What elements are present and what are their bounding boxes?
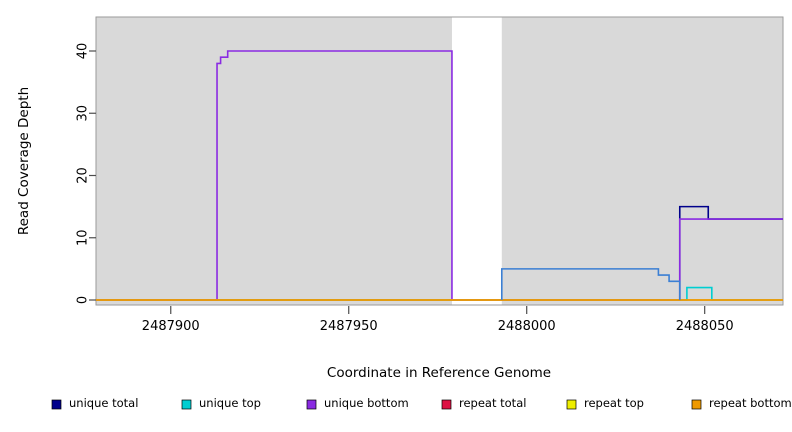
gap-band-group: [451, 17, 502, 305]
x-tick-label-2487900: 2487900: [142, 319, 200, 334]
y-tick-label-0: 0: [76, 296, 91, 304]
y-tick-label-30: 30: [76, 105, 91, 122]
y-axis: 0 10 20 30 40: [76, 43, 96, 304]
chart-legend: unique total unique top unique bottom repea…: [51, 396, 792, 410]
x-axis: 2487900 2487950 2488000 2488050: [142, 306, 734, 334]
plot-background: [96, 17, 783, 305]
legend-label-unique-top: unique top: [199, 396, 261, 410]
series-unique-total-left-depth-shoulder-: [500, 268, 681, 300]
x-tick-label-2488050: 2488050: [676, 319, 734, 334]
legend-swatch-unique-total: [51, 399, 62, 410]
plot-frame: [95, 16, 784, 306]
no-coverage-gap-0: [451, 17, 502, 305]
legend-label-repeat-top: repeat top: [584, 396, 644, 410]
legend-swatch-unique-bottom: [306, 399, 317, 410]
legend-label-repeat-total: repeat total: [459, 396, 526, 410]
legend-label-unique-bottom: unique bottom: [324, 396, 409, 410]
y-tick-label-20: 20: [76, 167, 91, 184]
legend-swatch-unique-top: [181, 399, 192, 410]
legend-swatch-repeat-top: [566, 399, 577, 410]
y-tick-label-10: 10: [76, 229, 91, 246]
legend-label-unique-total: unique total: [69, 396, 138, 410]
x-tick-label-2488000: 2488000: [498, 319, 556, 334]
x-axis-title: Coordinate in Reference Genome: [327, 365, 551, 381]
legend-swatch-repeat-total: [441, 399, 452, 410]
x-tick-label-2487950: 2487950: [320, 319, 378, 334]
series-group: [96, 50, 783, 301]
y-tick-label-40: 40: [76, 43, 91, 60]
legend-label-repeat-bottom: repeat bottom: [709, 396, 792, 410]
legend-swatch-repeat-bottom: [691, 399, 702, 410]
y-axis-title: Read Coverage Depth: [16, 87, 32, 235]
